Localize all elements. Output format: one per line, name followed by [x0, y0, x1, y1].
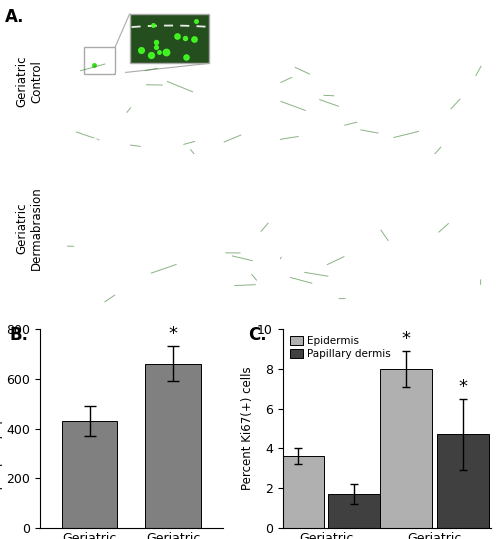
Bar — [62, 421, 118, 528]
Text: A.: A. — [5, 8, 24, 26]
Bar — [145, 364, 201, 528]
Text: B.: B. — [10, 326, 29, 344]
Text: *: * — [402, 330, 411, 348]
Text: Geriatric
Dermabrasion: Geriatric Dermabrasion — [15, 186, 43, 270]
Text: α–γH2AX: α–γH2AX — [286, 286, 333, 296]
Text: *: * — [458, 378, 467, 396]
Legend: Epidermis, Papillary dermis: Epidermis, Papillary dermis — [288, 334, 392, 361]
Text: Geriatric
Control: Geriatric Control — [15, 56, 43, 107]
Bar — [272, 457, 324, 528]
Bar — [380, 369, 433, 528]
Bar — [84, 47, 115, 74]
Text: C.: C. — [248, 326, 267, 344]
Text: α–γH2AX: α–γH2AX — [286, 138, 333, 148]
Text: α–53BP1: α–53BP1 — [73, 286, 119, 296]
Y-axis label: Percent Ki67(+) cells: Percent Ki67(+) cells — [242, 367, 254, 490]
Text: *: * — [169, 325, 178, 343]
Bar — [437, 434, 489, 528]
Y-axis label: Fibroblast density
(per μm² pap. dermis): Fibroblast density (per μm² pap. dermis) — [0, 363, 3, 494]
Text: α–53BP1: α–53BP1 — [73, 138, 119, 148]
Bar — [129, 14, 209, 64]
Bar — [328, 494, 380, 528]
